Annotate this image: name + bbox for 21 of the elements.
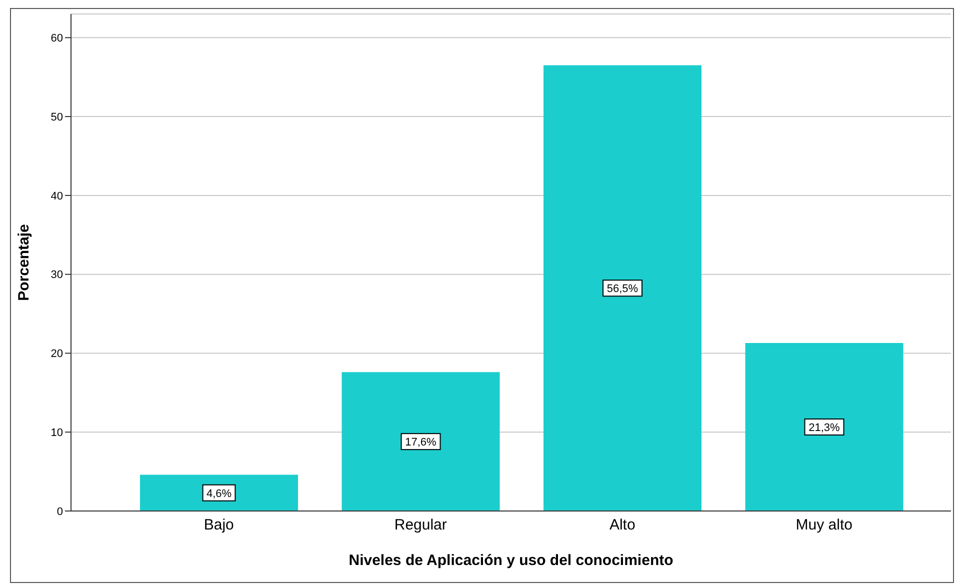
y-axis-title: Porcentaje: [15, 224, 32, 301]
x-tick-label: Alto: [609, 516, 636, 534]
data-label: 17,6%: [405, 436, 437, 449]
bar: [342, 372, 500, 511]
y-tick-label: 0: [56, 506, 63, 518]
y-tick-label: 40: [50, 190, 63, 202]
bar: [140, 474, 298, 511]
x-axis-title: Niveles de Aplicación y uso del conocimiento: [348, 552, 674, 569]
y-tick-label: 10: [50, 427, 63, 440]
y-tick-label: 30: [50, 269, 63, 282]
y-tick-label: 60: [50, 32, 63, 45]
bar: [544, 65, 702, 511]
x-tick-label: Muy alto: [796, 516, 852, 534]
y-tick-label: 50: [50, 111, 63, 124]
data-label: 56,5%: [606, 283, 638, 296]
bar: [745, 342, 904, 511]
data-label: 4,6%: [206, 488, 232, 500]
data-label: 21,3%: [808, 422, 840, 434]
y-tick-label: 20: [50, 348, 63, 360]
x-tick-label: Bajo: [204, 516, 234, 534]
x-tick-label: Regular: [394, 516, 447, 534]
